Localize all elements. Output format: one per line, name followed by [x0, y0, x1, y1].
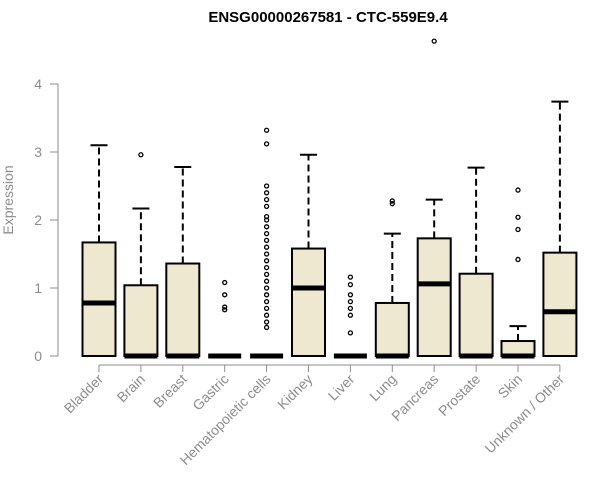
outlier-point [263, 213, 270, 220]
outlier-point [263, 305, 270, 312]
outlier-point [263, 224, 270, 230]
x-tick-label: Unknown / Other [481, 371, 567, 457]
x-tick-label: Liver [325, 371, 358, 404]
outlier-point [263, 285, 270, 291]
box-rect [542, 251, 578, 357]
x-tick-label: Prostate [435, 371, 483, 419]
x-tick-label: Breast [150, 371, 190, 411]
outlier-point [347, 312, 354, 318]
outlier-point [515, 226, 521, 233]
chart-title: ENSG00000267581 - CTC-559E9.4 [208, 9, 448, 26]
y-tick-label: 2 [34, 212, 42, 228]
outlier-point [389, 198, 395, 204]
outlier-point [263, 196, 270, 203]
x-tick-label: Bladder [61, 371, 107, 417]
box-brain [123, 152, 159, 359]
x-tick-label: Pancreas [388, 371, 441, 424]
box-rect [81, 241, 117, 357]
box-prostate [458, 166, 494, 359]
outlier-point [263, 203, 270, 210]
outlier-point [263, 319, 270, 325]
outlier-point [263, 251, 270, 257]
outlier-point [263, 298, 270, 305]
outlier-point [222, 304, 228, 310]
outlier-point [263, 141, 270, 147]
y-tick-label: 3 [34, 144, 42, 160]
x-tick-label: Brain [114, 371, 148, 405]
outlier-point [515, 256, 521, 263]
box-rect [123, 284, 159, 357]
outlier-point [263, 312, 270, 318]
box-series [81, 38, 578, 359]
outlier-point [389, 201, 395, 207]
y-axis-label: Expression [0, 165, 16, 234]
outlier-point [263, 237, 270, 244]
y-axis: 0 1 2 3 4 [34, 76, 59, 364]
outlier-point [222, 307, 228, 313]
y-tick-label: 1 [34, 280, 42, 296]
box-liver [333, 274, 367, 359]
x-tick-label: Kidney [274, 371, 316, 413]
box-rect [291, 247, 326, 357]
outlier-point [263, 127, 270, 133]
outlier-point [263, 292, 270, 298]
box-bladder [81, 144, 117, 357]
outlier-point [222, 292, 228, 298]
x-tick-label: Lung [366, 371, 399, 404]
outlier-point [263, 244, 270, 250]
box-lung [374, 198, 410, 359]
y-tick-label: 4 [34, 76, 42, 92]
box-hematopoietic-cells [250, 127, 284, 359]
box-rect [458, 272, 494, 357]
outlier-point [515, 187, 521, 193]
outlier-point [515, 214, 521, 220]
outlier-point [222, 279, 228, 286]
outlier-point [263, 278, 270, 284]
outlier-point [347, 298, 354, 305]
box-gastric [208, 279, 242, 359]
box-unknown-other [542, 100, 578, 357]
outlier-point [263, 324, 270, 331]
box-pancreas [416, 38, 452, 357]
outlier-point [347, 330, 354, 336]
outlier-point [347, 274, 354, 280]
outlier-point [263, 264, 270, 271]
outlier-point [263, 258, 270, 264]
outlier-point [138, 152, 144, 158]
outlier-point [431, 38, 437, 44]
y-tick-label: 0 [34, 348, 42, 364]
outlier-point [263, 271, 270, 278]
outlier-point [347, 281, 354, 288]
outlier-point [263, 230, 270, 237]
box-rect [416, 237, 452, 357]
box-breast [165, 165, 201, 359]
box-kidney [291, 153, 326, 357]
box-skin [500, 187, 536, 359]
box-rect [165, 262, 201, 357]
x-tick-label: Skin [495, 371, 526, 402]
outlier-point [263, 190, 270, 196]
box-rect [374, 301, 410, 357]
outlier-point [263, 183, 270, 189]
outlier-point [347, 305, 354, 312]
outlier-point [347, 292, 354, 298]
